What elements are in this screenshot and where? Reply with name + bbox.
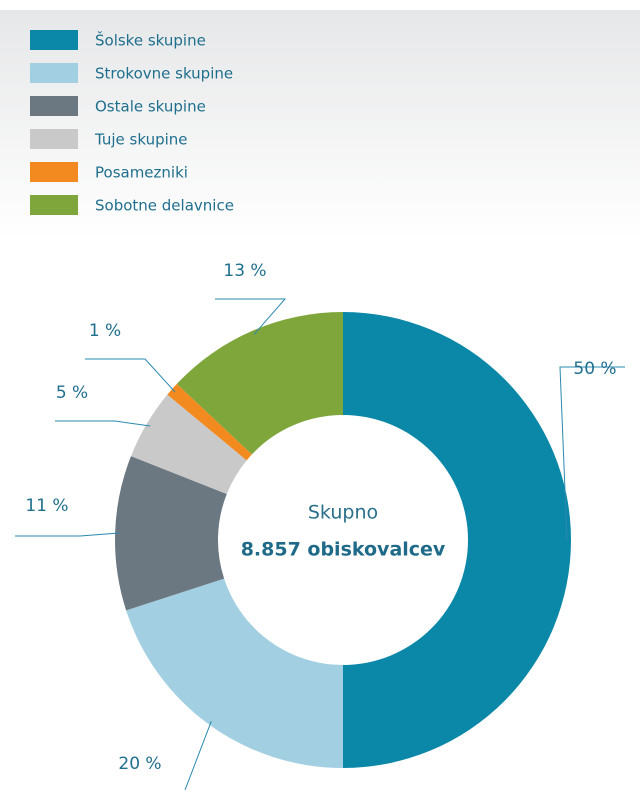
legend-label: Tuje skupine — [94, 131, 188, 149]
value-label: 1 % — [89, 321, 121, 341]
leader-line — [55, 420, 151, 427]
donut-slice — [114, 456, 227, 611]
value-label: 20 % — [118, 754, 161, 774]
value-label: 13 % — [223, 261, 266, 281]
center-title: Skupno — [308, 502, 378, 524]
donut-slice — [126, 578, 343, 768]
leader-line — [184, 721, 212, 791]
legend-swatch — [30, 63, 78, 83]
legend-label: Šolske skupine — [95, 31, 206, 50]
legend-swatch — [30, 162, 78, 182]
legend-label: Strokovne skupine — [95, 65, 233, 83]
legend-label: Ostale skupine — [95, 98, 206, 116]
donut-slice — [343, 312, 571, 768]
value-label: 5 % — [56, 383, 88, 403]
legend-label: Posamezniki — [95, 164, 188, 182]
value-label: 11 % — [25, 496, 68, 516]
donut-slice — [176, 312, 343, 455]
legend-swatch — [30, 195, 78, 215]
value-label: 50 % — [573, 359, 616, 379]
legend-label: Sobotne delavnice — [95, 197, 234, 215]
legend-swatch — [30, 96, 78, 116]
leader-line — [15, 532, 120, 537]
leader-line — [559, 366, 625, 541]
legend-swatch — [30, 129, 78, 149]
donut-slice — [167, 383, 252, 461]
leader-line — [215, 298, 287, 335]
center-value: 8.857 obiskovalcev — [241, 539, 446, 561]
legend-swatch — [30, 30, 78, 50]
legend-background — [0, 10, 640, 240]
donut-slice — [131, 394, 247, 494]
leader-line — [85, 358, 176, 393]
